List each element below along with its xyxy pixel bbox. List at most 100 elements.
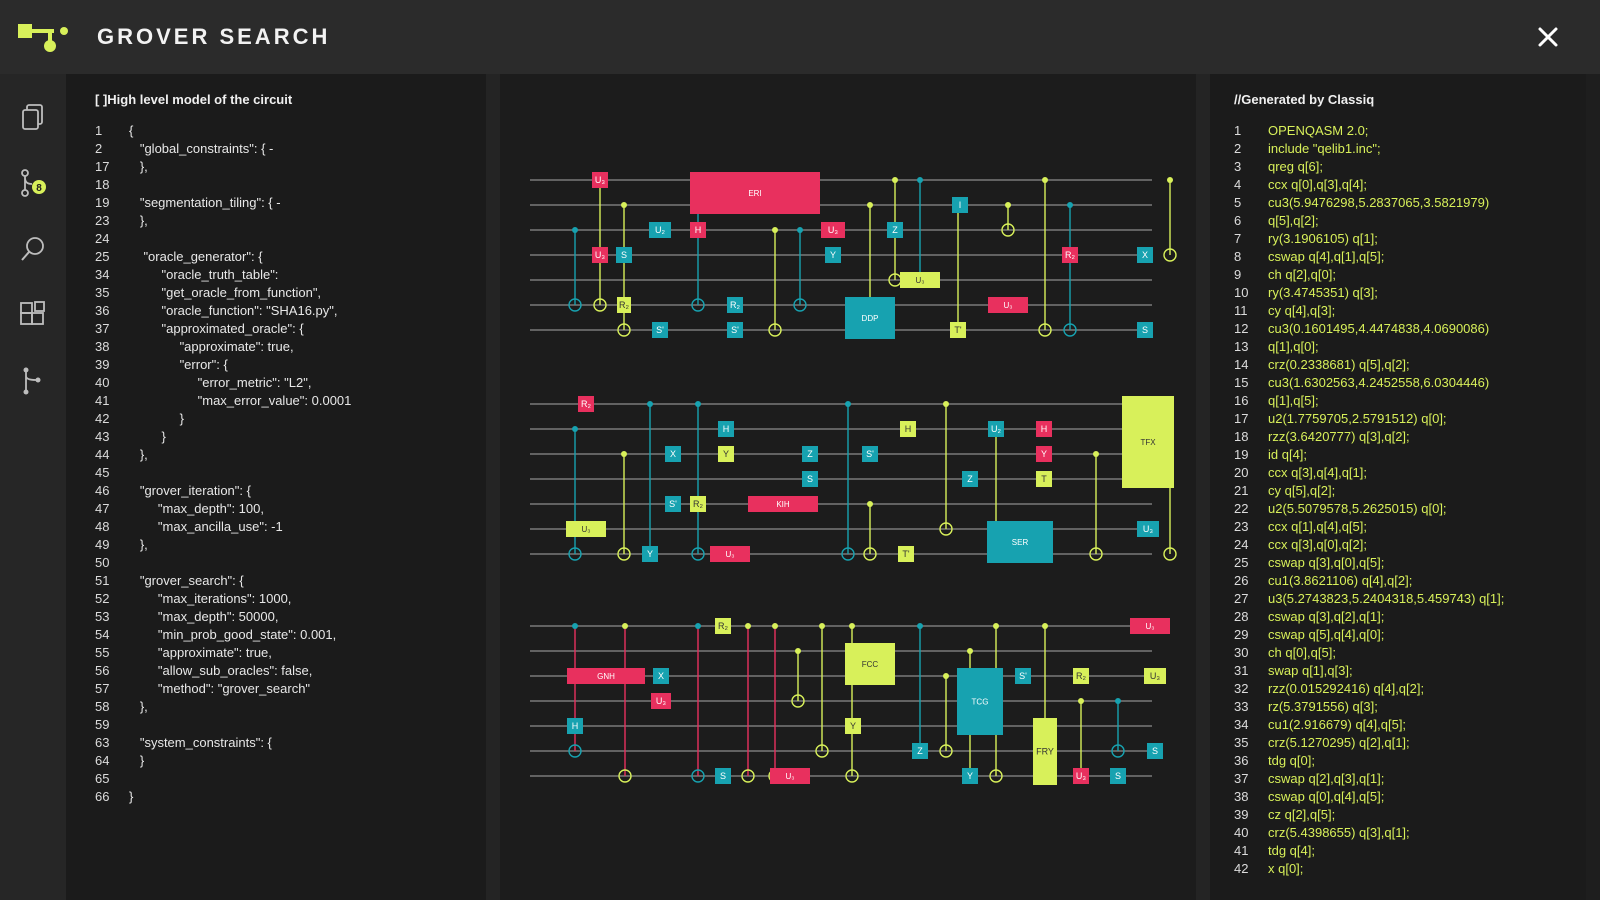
gate[interactable]: R₂	[1062, 247, 1078, 263]
gate[interactable]: S	[1137, 322, 1153, 338]
line-number: 8	[1234, 249, 1242, 264]
gate[interactable]: TCG	[957, 668, 1003, 735]
gate[interactable]: S	[715, 768, 731, 784]
qasm-code[interactable]: 1 OPENQASM 2.0; 2 include "qelib1.inc"; 3 qre…	[1234, 122, 1504, 878]
gate[interactable]: X	[1137, 247, 1153, 263]
documents-icon[interactable]	[18, 102, 48, 132]
gate[interactable]: H	[718, 421, 734, 437]
gate[interactable]: H	[567, 718, 583, 734]
line-number: 38	[1234, 789, 1249, 804]
panel-divider[interactable]	[486, 74, 500, 900]
circuit-diagram[interactable]: U₃ U₃ S R₂ U₂ S' H R₂ S' ERI U₃ Y DDP Z U₃ I T' U₃ R₂ X S R₂ U…	[500, 74, 1196, 900]
gate[interactable]: X	[665, 446, 681, 462]
gate[interactable]: ERI	[690, 172, 820, 214]
gate[interactable]: DDP	[845, 297, 895, 339]
gate[interactable]: U₃	[1137, 521, 1159, 537]
gate-box	[1062, 247, 1078, 263]
gate-label: Y	[647, 549, 653, 559]
gate[interactable]: Y	[718, 446, 734, 462]
gate[interactable]: Z	[802, 446, 818, 462]
line-number: 47	[95, 501, 110, 516]
gate[interactable]: H	[1036, 421, 1052, 437]
gate[interactable]: R₂	[727, 297, 743, 313]
control-dot	[892, 177, 898, 183]
search-icon[interactable]	[18, 234, 48, 264]
gate[interactable]: U₃	[592, 172, 608, 188]
gate[interactable]: U₃	[988, 297, 1028, 313]
gate[interactable]: U₃	[566, 521, 606, 537]
gate[interactable]: U₃	[1073, 768, 1089, 784]
gate-box	[617, 297, 631, 313]
gate[interactable]: H	[690, 222, 706, 238]
gate[interactable]: R₂	[715, 618, 731, 634]
model-code-line: 41 "max_error_value": 0.0001	[95, 392, 351, 410]
gate[interactable]: Y	[825, 247, 841, 263]
gate[interactable]: U₃	[592, 247, 608, 263]
line-text: "error_metric": "L2",	[129, 375, 312, 390]
gate[interactable]: Z	[962, 471, 978, 487]
gate[interactable]: T	[1036, 471, 1052, 487]
gate[interactable]: Z	[912, 743, 928, 759]
gate[interactable]: FCC	[845, 643, 895, 685]
gate-box	[1110, 768, 1126, 784]
gate-label: U₃	[595, 250, 605, 260]
gate[interactable]: S	[1147, 743, 1163, 759]
gate[interactable]: T'	[950, 322, 966, 338]
gate-label: U₃	[915, 276, 924, 285]
gate[interactable]: U₂	[649, 222, 671, 238]
gate[interactable]: Y	[1036, 446, 1052, 462]
gate[interactable]: R₂	[578, 396, 594, 412]
qasm-code-line: 42 x q[0];	[1234, 860, 1504, 878]
gate[interactable]: S'	[862, 446, 878, 462]
gate[interactable]: S'	[1015, 668, 1031, 684]
branch-badge-icon[interactable]: 8	[18, 168, 48, 198]
gate-label: TCG	[972, 698, 989, 707]
gate[interactable]: X	[653, 668, 669, 684]
gate[interactable]: R₂	[690, 496, 706, 512]
gate[interactable]: U₃	[821, 222, 845, 238]
panel-divider[interactable]	[1196, 74, 1210, 900]
close-icon[interactable]	[1533, 22, 1563, 52]
gate[interactable]: I	[952, 197, 968, 213]
gate-box	[1073, 668, 1089, 684]
gate[interactable]: Y	[642, 546, 658, 562]
gate[interactable]: Z	[887, 222, 903, 238]
gate[interactable]: U₃	[770, 768, 810, 784]
gate[interactable]: R₂	[1073, 668, 1089, 684]
gate[interactable]: S	[616, 247, 632, 263]
line-number: 65	[95, 771, 110, 786]
gate[interactable]: Y	[962, 768, 978, 784]
control-dot	[1078, 698, 1084, 704]
gate[interactable]: U₃	[1144, 668, 1166, 684]
gate[interactable]: TFX	[1122, 396, 1174, 488]
gate[interactable]: S'	[665, 496, 681, 512]
gate[interactable]: U₃	[1130, 618, 1170, 634]
model-code-line: 64 }	[95, 752, 351, 770]
line-number: 2	[95, 141, 103, 156]
gate[interactable]: U₃	[710, 546, 750, 562]
gate[interactable]: GNH	[567, 668, 645, 684]
gate[interactable]: U₃	[651, 693, 671, 709]
gate-box	[1130, 618, 1170, 634]
gate[interactable]: U₃	[900, 272, 940, 288]
gate-box	[1137, 247, 1153, 263]
gate[interactable]: H	[900, 421, 916, 437]
gate[interactable]: S	[1110, 768, 1126, 784]
blocks-icon[interactable]	[18, 300, 48, 330]
line-number: 25	[95, 249, 110, 264]
gate[interactable]: T'	[898, 546, 914, 562]
line-text: qreg q[6];	[1268, 159, 1323, 174]
gate[interactable]: U₂	[988, 421, 1004, 437]
line-number: 45	[95, 465, 110, 480]
model-code[interactable]: 1{2 "global_constraints": { -17 }, 18 19 "…	[95, 122, 351, 806]
gate[interactable]: FRY	[1033, 718, 1057, 785]
gate[interactable]: KIH	[748, 496, 818, 512]
gate[interactable]: R₂	[617, 297, 631, 313]
gate[interactable]: Y	[845, 718, 861, 734]
line-text: "global_constraints": { -	[129, 141, 274, 156]
gate[interactable]: S'	[727, 322, 743, 338]
gate[interactable]: SER	[987, 521, 1053, 563]
gate[interactable]: S'	[652, 322, 668, 338]
gate[interactable]: S	[802, 471, 818, 487]
fork-icon[interactable]	[18, 366, 48, 396]
